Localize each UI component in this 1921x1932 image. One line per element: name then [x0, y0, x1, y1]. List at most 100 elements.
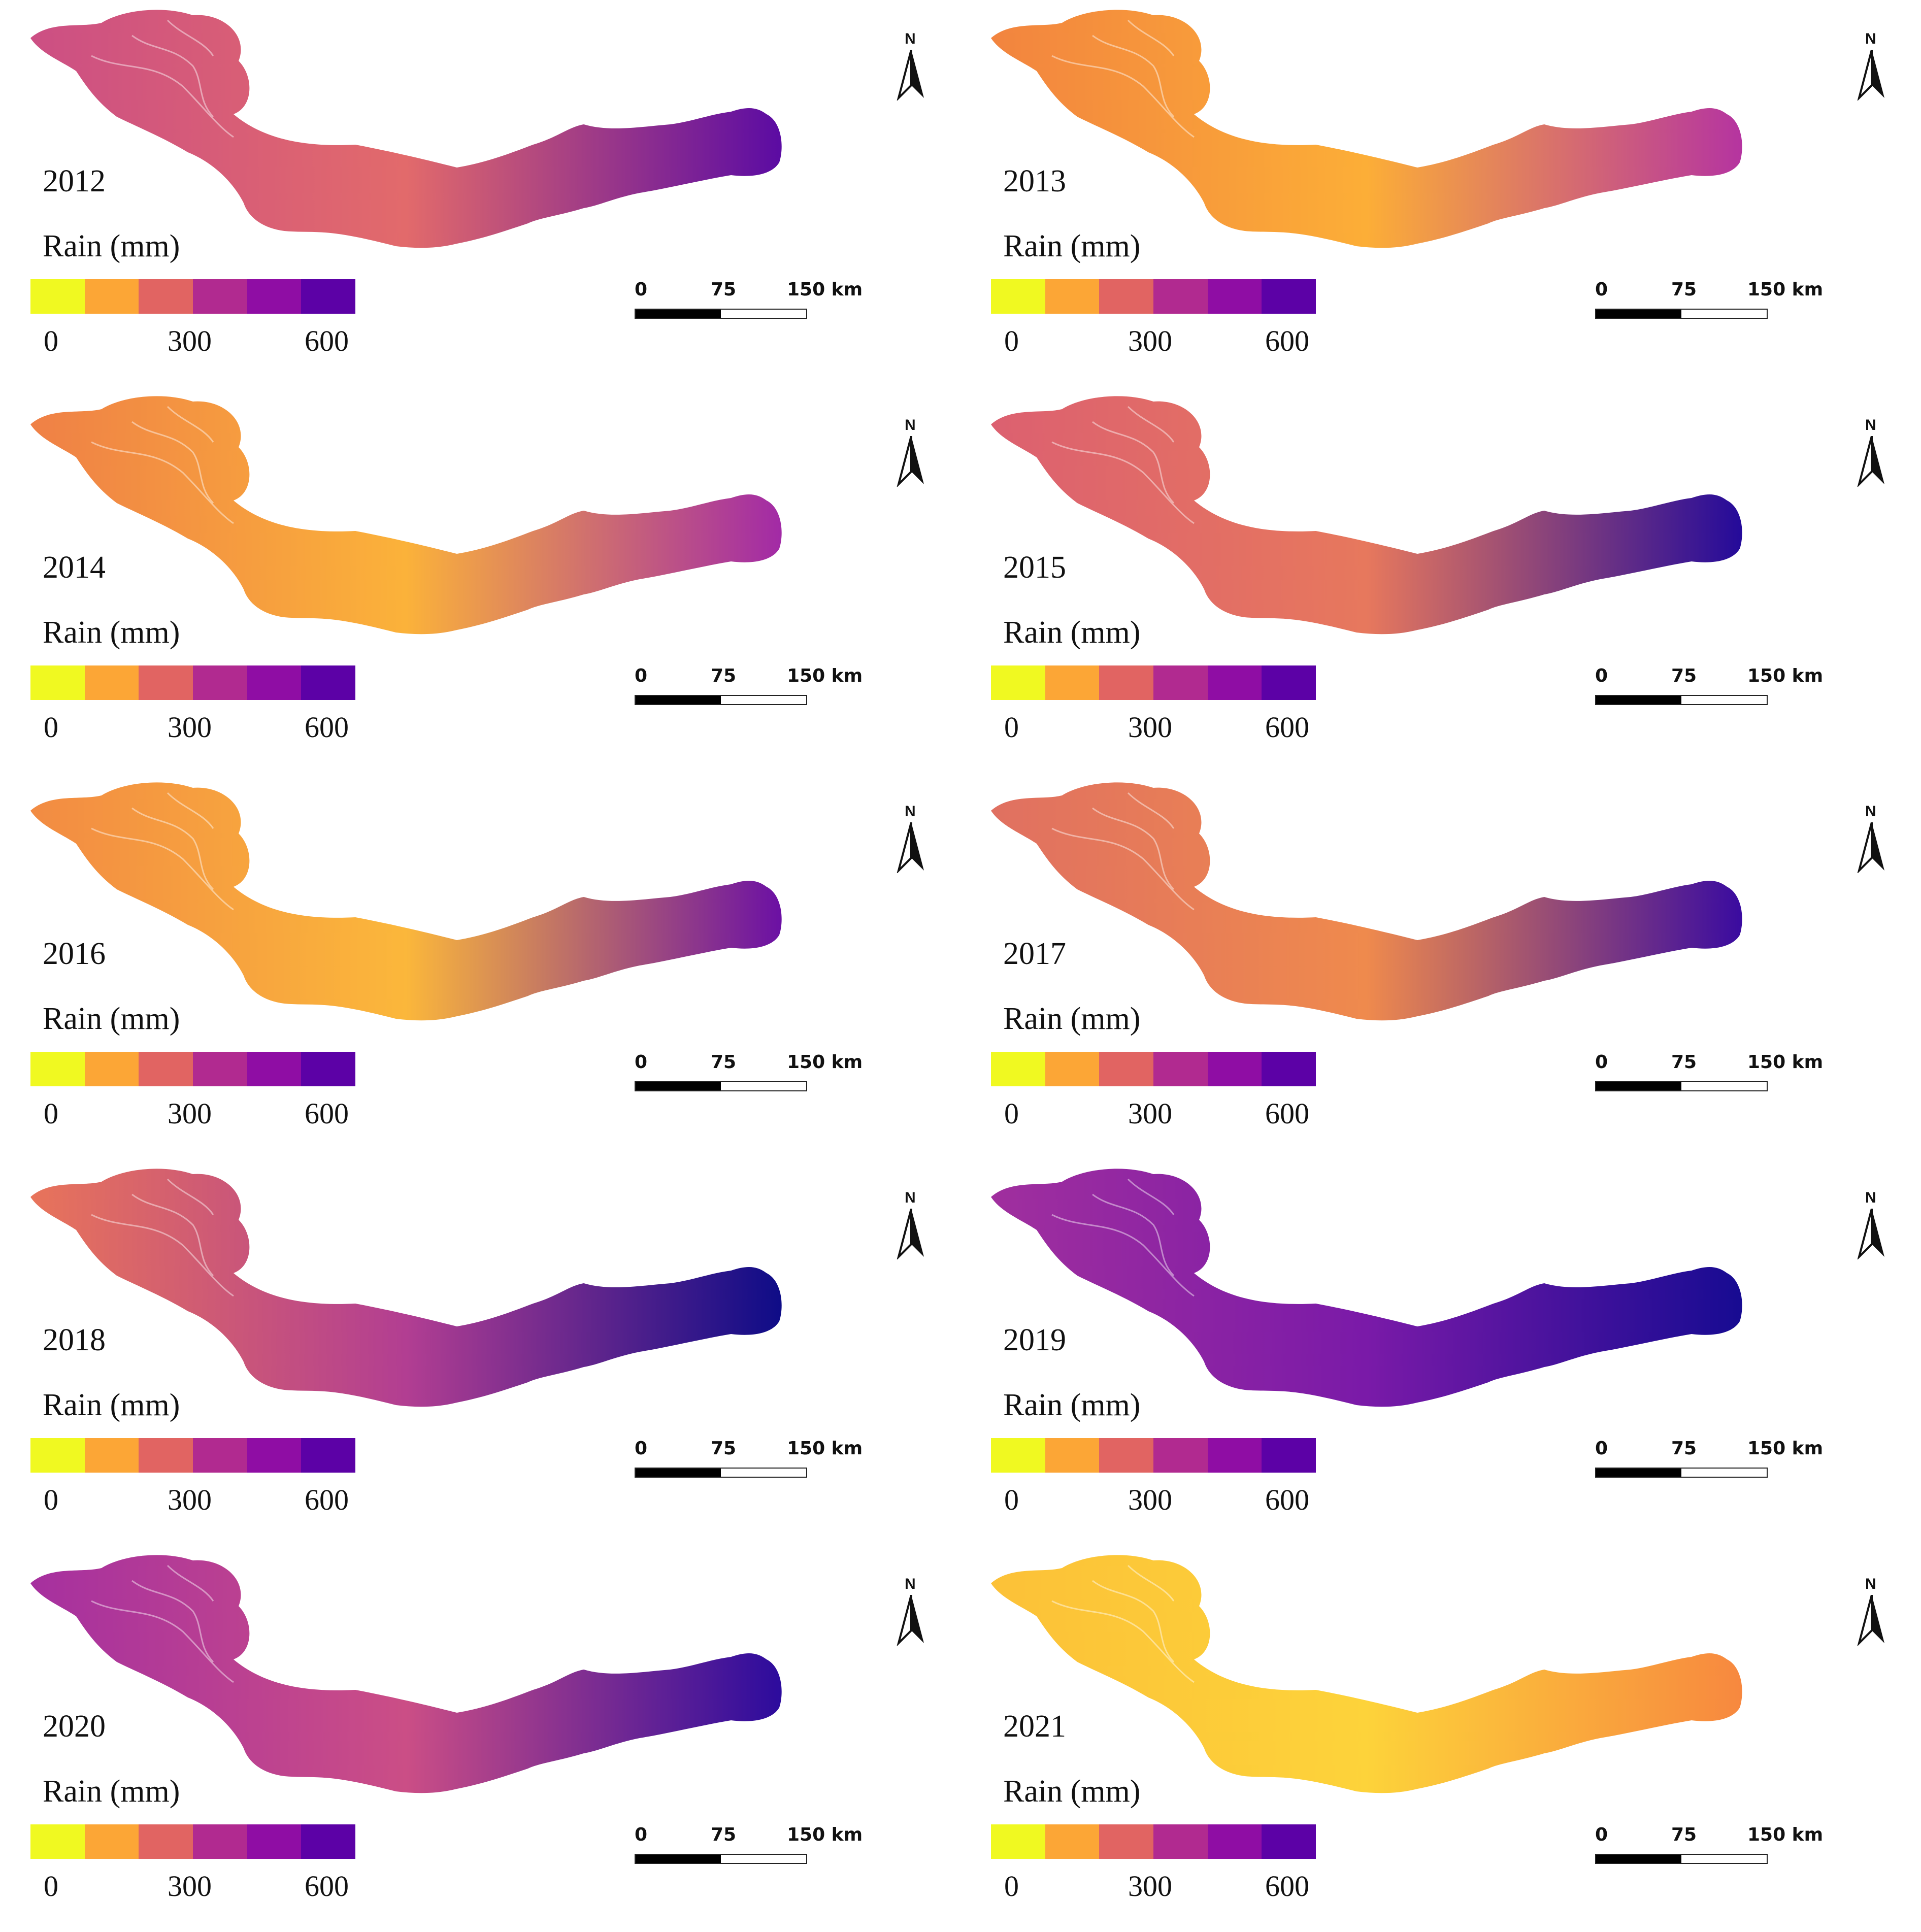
legend-color-bar	[991, 1824, 1316, 1859]
north-label: N	[905, 417, 916, 434]
legend-tick-label: 0	[1004, 711, 1019, 744]
legend-tick-label: 600	[305, 1870, 349, 1903]
scale-fill	[636, 1082, 721, 1090]
scale-label: 150 km	[787, 279, 863, 300]
legend-swatch	[991, 665, 1045, 700]
north-arrow-icon: N	[1854, 30, 1890, 102]
legend-color-bar	[30, 665, 356, 700]
legend-color-bar	[30, 279, 356, 314]
legend-swatch	[1099, 1438, 1154, 1473]
legend-color-bar	[30, 1438, 356, 1473]
basin-rain-map	[991, 782, 1742, 1021]
scale-fill	[636, 310, 721, 318]
panel-year-label: 2015	[1003, 550, 1066, 585]
legend-swatch	[301, 1052, 356, 1086]
scale-label: 0	[635, 1052, 648, 1073]
map-panel-2012: 2012 Rain (mm) 0 300 600 N 0 75 150 km	[0, 0, 960, 386]
scale-bar: 0 75 150 km	[1595, 1052, 1829, 1092]
scale-fill	[1596, 1855, 1681, 1863]
legend-tick-label: 0	[44, 1097, 58, 1130]
legend-tick-label: 300	[168, 324, 212, 357]
legend-swatch	[247, 1052, 302, 1086]
legend-tick-label: 600	[305, 711, 349, 744]
scale-fill	[636, 696, 721, 704]
scale-fill	[636, 1469, 721, 1477]
north-label: N	[1865, 1576, 1876, 1592]
north-arrow-glyph	[1857, 436, 1884, 487]
map-panel-2017: 2017 Rain (mm) 0 300 600 N 0 75 150 km	[960, 773, 1921, 1159]
legend-color-bar	[991, 665, 1316, 700]
legend-swatch	[1153, 1052, 1208, 1086]
legend-swatch	[1262, 1052, 1316, 1086]
map-panel-2018: 2018 Rain (mm) 0 300 600 N 0 75 150 km	[0, 1159, 960, 1545]
north-label: N	[1865, 1189, 1876, 1206]
north-arrow-glyph	[1857, 50, 1884, 101]
north-label: N	[905, 803, 916, 820]
basin-rain-map	[991, 10, 1742, 248]
legend-swatch	[193, 1438, 247, 1473]
scale-fill	[1596, 1082, 1681, 1090]
scale-label: 150 km	[787, 665, 863, 686]
scale-bar: 0 75 150 km	[635, 1438, 868, 1479]
scale-track	[635, 309, 807, 319]
panel-year-label: 2014	[43, 550, 106, 585]
panel-year-label: 2016	[43, 937, 106, 971]
legend-swatch	[30, 1052, 85, 1086]
north-label: N	[1865, 417, 1876, 434]
scale-track	[1595, 1854, 1768, 1864]
legend-swatch	[193, 1824, 247, 1859]
legend-swatch	[193, 279, 247, 314]
panel-year-label: 2012	[43, 164, 106, 198]
north-label: N	[1865, 30, 1876, 47]
legend-tick-label: 0	[44, 711, 58, 744]
north-arrow-icon: N	[893, 803, 929, 874]
legend-tick-label: 600	[1265, 711, 1309, 744]
scale-label: 0	[1595, 1824, 1608, 1845]
legend-swatch	[1153, 665, 1208, 700]
north-arrow-glyph	[897, 436, 924, 487]
legend-tick-label: 300	[1128, 1097, 1172, 1130]
scale-label: 75	[1671, 1052, 1697, 1073]
legend-swatch	[1045, 1438, 1100, 1473]
legend-swatch	[1099, 1052, 1154, 1086]
scale-label: 75	[711, 1438, 737, 1459]
legend-tick-label: 0	[44, 324, 58, 357]
legend-tick-label: 300	[1128, 324, 1172, 357]
scale-label: 150 km	[1747, 1438, 1824, 1459]
scale-label: 150 km	[1747, 665, 1824, 686]
legend-swatch	[30, 1438, 85, 1473]
legend-tick-label: 0	[44, 1483, 58, 1516]
legend-swatch	[301, 1438, 356, 1473]
scale-label: 75	[711, 279, 737, 300]
scale-track	[1595, 695, 1768, 705]
scale-label: 150 km	[787, 1824, 863, 1845]
scale-label: 0	[635, 1824, 648, 1845]
legend-swatch	[1045, 1052, 1100, 1086]
north-arrow-icon: N	[1854, 417, 1890, 488]
scale-label: 75	[1671, 1438, 1697, 1459]
scale-bar: 0 75 150 km	[635, 665, 868, 706]
legend-swatch	[247, 665, 302, 700]
north-arrow-icon: N	[1854, 1576, 1890, 1647]
legend-tick-label: 0	[44, 1870, 58, 1903]
legend-tick-label: 300	[1128, 1870, 1172, 1903]
legend-swatch	[193, 665, 247, 700]
north-arrow-icon: N	[1854, 1189, 1890, 1260]
scale-label: 150 km	[1747, 1052, 1824, 1073]
legend-color-bar	[30, 1824, 356, 1859]
legend-swatch	[1153, 279, 1208, 314]
north-arrow-icon: N	[893, 1576, 929, 1647]
scale-track	[1595, 1468, 1768, 1478]
legend-swatch	[84, 279, 139, 314]
scale-label: 75	[711, 1824, 737, 1845]
map-panel-2014: 2014 Rain (mm) 0 300 600 N 0 75 150 km	[0, 386, 960, 773]
scale-bar: 0 75 150 km	[1595, 1824, 1829, 1865]
legend-tick-label: 300	[168, 711, 212, 744]
legend-tick-label: 600	[305, 1483, 349, 1516]
legend-title: Rain (mm)	[1003, 229, 1141, 263]
legend-title: Rain (mm)	[1003, 1388, 1141, 1422]
legend-tick-label: 300	[1128, 711, 1172, 744]
map-panel-2016: 2016 Rain (mm) 0 300 600 N 0 75 150 km	[0, 773, 960, 1159]
legend-swatch	[1207, 279, 1262, 314]
legend-swatch	[84, 1824, 139, 1859]
